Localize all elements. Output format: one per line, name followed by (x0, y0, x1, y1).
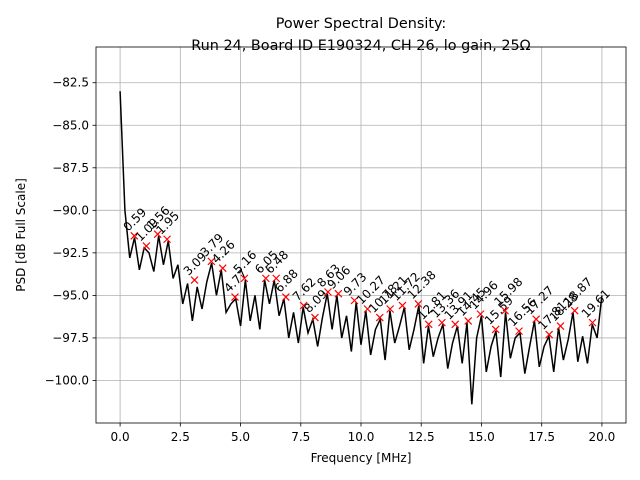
peak-marker (386, 305, 395, 313)
y-tick-label: −100.0 (45, 373, 89, 387)
y-tick-label: −85.0 (52, 118, 89, 132)
peak-marker (588, 318, 597, 327)
peak-marker (190, 276, 199, 285)
x-axis-label: Frequency [MHz] (311, 451, 412, 465)
x-tick-label: 15.0 (468, 430, 495, 444)
peak-marker (130, 231, 139, 240)
peak-marker (570, 306, 579, 315)
x-tick-label: 20.0 (589, 430, 616, 444)
peak-marker (515, 327, 523, 336)
y-tick-label: −90.0 (52, 203, 89, 217)
y-tick-label: −92.5 (52, 246, 89, 260)
chart-title: Power Spectral Density: (276, 16, 447, 32)
peak-marker (163, 235, 171, 244)
peak-marker (451, 320, 460, 329)
x-tick-label: 17.5 (528, 430, 555, 444)
y-axis-label: PSD [dB Full Scale] (14, 178, 28, 292)
peak-marker (272, 274, 281, 283)
peak-marker (363, 305, 372, 313)
peak-marker (240, 274, 249, 283)
x-tick-label: 2.5 (171, 430, 190, 444)
peak-marker (311, 313, 319, 322)
peak-marker (424, 320, 433, 329)
peak-marker (218, 264, 227, 273)
peak-marker (299, 301, 308, 310)
peak-marker (532, 315, 541, 324)
peak-marker (375, 313, 384, 322)
peak-marker (153, 230, 162, 239)
peak-marker (350, 296, 359, 305)
peak-marker (476, 310, 485, 319)
peak-marker (491, 325, 500, 334)
y-tick-label: −82.5 (52, 76, 89, 90)
x-tick-label: 12.5 (408, 430, 435, 444)
plot-frame (95, 46, 627, 424)
x-tick-label: 5.0 (231, 430, 250, 444)
peak-marker (438, 318, 446, 327)
peak-marker (464, 316, 473, 325)
x-tick-label: 7.5 (291, 430, 310, 444)
x-tick-label: 10.0 (348, 430, 375, 444)
peak-marker (545, 330, 554, 339)
peak-marker (556, 322, 565, 330)
peak-marker (207, 257, 216, 266)
psd-line (119, 91, 603, 405)
peak-marker (414, 299, 423, 308)
y-tick-label: −95.0 (52, 288, 89, 302)
peak-marker (324, 288, 332, 296)
y-tick-label: −97.5 (52, 331, 89, 345)
peak-marker (334, 289, 343, 298)
peak-marker (398, 301, 407, 310)
peak-marker (142, 242, 151, 250)
peak-marker (501, 306, 509, 315)
chart-title: Run 24, Board ID E190324, CH 26, lo gain… (191, 38, 530, 54)
y-tick-label: −87.5 (52, 161, 89, 175)
peak-marker (281, 293, 290, 302)
peak-marker (231, 293, 239, 302)
peak-marker (261, 274, 270, 283)
x-tick-label: 0.0 (111, 430, 130, 444)
